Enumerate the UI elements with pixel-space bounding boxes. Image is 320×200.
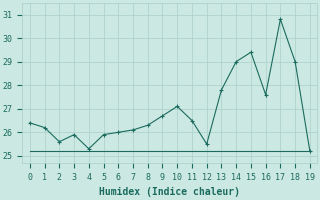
X-axis label: Humidex (Indice chaleur): Humidex (Indice chaleur) — [100, 187, 240, 197]
